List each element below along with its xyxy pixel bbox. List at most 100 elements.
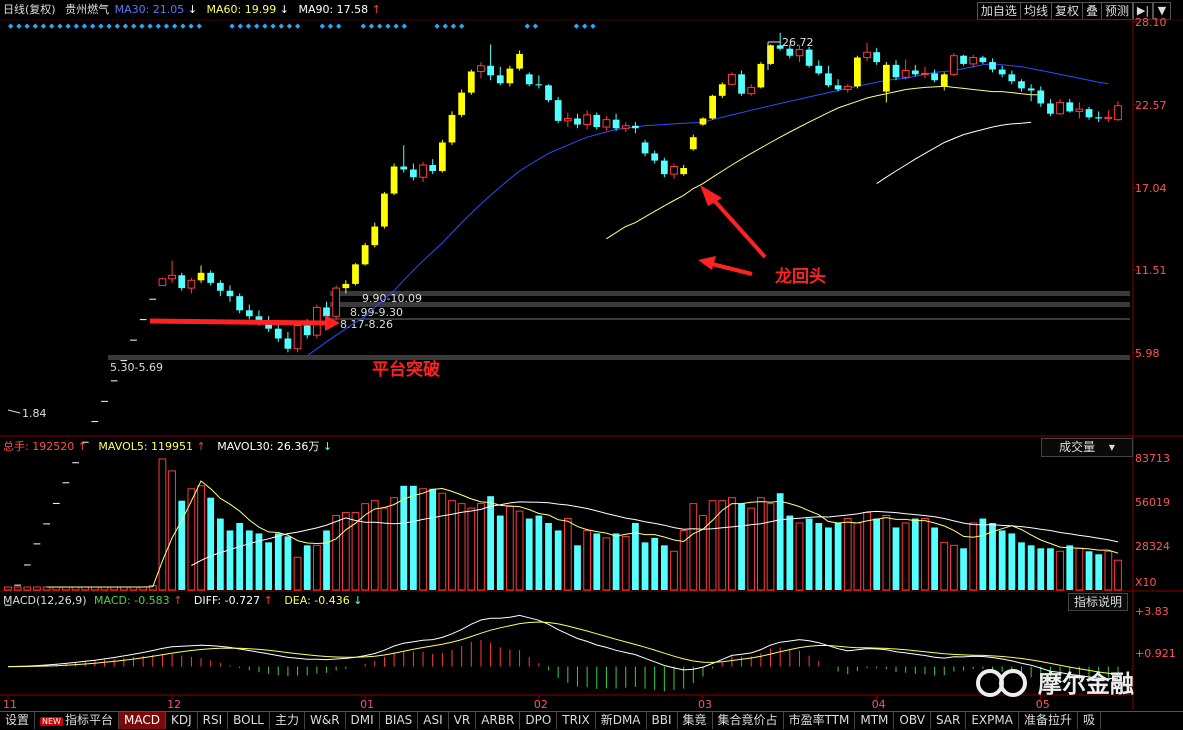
tab-21[interactable]: OBV xyxy=(894,712,931,729)
signal-diamond: ◆ xyxy=(238,22,244,30)
candle-body xyxy=(670,166,678,175)
indicator-help-button[interactable]: 指标说明 xyxy=(1068,593,1128,611)
candle-body xyxy=(342,283,350,289)
volume-bar xyxy=(226,530,234,590)
volume-bar xyxy=(168,470,176,591)
volume-bar xyxy=(1095,554,1103,590)
volume-bar xyxy=(341,512,350,591)
breakout-arrow xyxy=(149,318,326,326)
candle-body xyxy=(641,142,649,154)
signal-diamond: ◆ xyxy=(287,22,293,30)
tab-14[interactable]: TRIX xyxy=(557,712,596,729)
x-tick-label: 05 xyxy=(1036,698,1050,711)
signal-diamond: ◆ xyxy=(156,22,162,30)
volume-bar xyxy=(602,537,611,591)
volume-bar xyxy=(776,493,784,590)
candle-body xyxy=(487,65,494,76)
tab-2[interactable]: MACD xyxy=(118,712,166,729)
tab-label: EXPMA xyxy=(971,713,1013,727)
candle-body xyxy=(467,71,475,93)
tab-9[interactable]: BIAS xyxy=(380,712,419,729)
tab-23[interactable]: EXPMA xyxy=(966,712,1019,729)
volume-bar xyxy=(853,522,862,591)
tab-label: 主力 xyxy=(274,713,299,727)
volume-bar xyxy=(284,536,292,590)
candle-body xyxy=(989,62,996,70)
volume-bar xyxy=(1008,533,1016,590)
signal-diamond: ◆ xyxy=(74,22,80,30)
volume-bar xyxy=(621,535,630,591)
candle-body xyxy=(371,226,379,246)
tab-7[interactable]: W&R xyxy=(305,712,346,729)
tab-22[interactable]: SAR xyxy=(931,712,967,729)
volume-bar xyxy=(429,488,437,590)
candle-body xyxy=(931,73,938,81)
tab-3[interactable]: KDJ xyxy=(166,712,198,729)
tab-label: 新DMA xyxy=(600,713,641,727)
candle-body xyxy=(680,168,688,175)
volume-bar xyxy=(13,586,22,591)
volume-bar xyxy=(545,523,552,590)
x-tick-label: 12 xyxy=(167,698,181,711)
tab-6[interactable]: 主力 xyxy=(270,712,305,729)
volume-bar xyxy=(593,533,601,590)
x-tick-label: 11 xyxy=(3,698,17,711)
tab-label: BOLL xyxy=(233,713,264,727)
candle-body xyxy=(1066,102,1074,112)
volume-bar xyxy=(525,518,533,590)
tab-17[interactable]: 集竟 xyxy=(678,712,713,729)
volume-bar xyxy=(351,512,360,591)
candle-body xyxy=(950,55,958,75)
volume-bar xyxy=(1018,542,1025,590)
zone-label-3: 8.17-8.26 xyxy=(340,318,393,331)
signal-diamond: ◆ xyxy=(590,22,596,30)
zone-label-1: 9.90-10.09 xyxy=(362,292,422,305)
tab-8[interactable]: DMI xyxy=(346,712,380,729)
tab-label: OBV xyxy=(899,713,925,727)
tab-5[interactable]: BOLL xyxy=(228,712,270,729)
candle-body xyxy=(960,55,967,64)
candle-body xyxy=(728,73,736,85)
tab-1[interactable]: NEW 指标平台 xyxy=(35,712,119,729)
tab-4[interactable]: RSI xyxy=(198,712,229,729)
candle-body xyxy=(651,153,659,161)
signal-diamond: ◆ xyxy=(279,22,285,30)
tab-11[interactable]: VR xyxy=(449,712,477,729)
tab-16[interactable]: BBI xyxy=(647,712,678,729)
signal-diamond: ◆ xyxy=(336,22,342,30)
volume-bar xyxy=(583,529,592,591)
candle-body xyxy=(786,48,794,56)
signal-diamond: ◆ xyxy=(164,22,170,30)
tab-10[interactable]: ASI xyxy=(418,712,449,729)
tab-19[interactable]: 市盈率TTM xyxy=(784,712,856,729)
low-marker-line xyxy=(7,409,21,414)
signal-diamond: ◆ xyxy=(369,22,375,30)
tab-13[interactable]: DPO xyxy=(520,712,558,729)
tab-24[interactable]: 准备拉升 xyxy=(1019,712,1078,729)
tab-label: 集竟 xyxy=(682,713,707,727)
retrace-arrow-1 xyxy=(710,196,767,259)
tab-18[interactable]: 集合竟价占 xyxy=(713,712,784,729)
volume-bar xyxy=(1056,550,1064,591)
candle-body xyxy=(158,278,167,286)
volume-indicator-select[interactable]: 成交量 ▾ xyxy=(1041,438,1133,457)
tab-0[interactable]: 设置 xyxy=(0,712,36,729)
ma30-label: MA30: 21.05 ↓ xyxy=(114,3,198,16)
tab-15[interactable]: 新DMA xyxy=(596,712,647,729)
candle-body xyxy=(293,325,302,350)
retrace-arrow-2 xyxy=(711,262,753,276)
signal-diamond: ◆ xyxy=(123,22,129,30)
candle-body xyxy=(178,275,186,289)
candle-body xyxy=(998,69,1006,75)
tab-25[interactable]: 吸 xyxy=(1078,712,1101,729)
candle-body xyxy=(429,165,437,172)
volume-bar xyxy=(747,507,756,591)
candle-body xyxy=(516,53,523,69)
tab-20[interactable]: MTM xyxy=(855,712,895,729)
volume-bar xyxy=(361,503,370,591)
signal-diamond: ◆ xyxy=(328,22,334,30)
tab-12[interactable]: ARBR xyxy=(476,712,521,729)
period-label: 日线(复权) xyxy=(3,3,56,16)
volume-bar xyxy=(438,492,447,591)
volume-bar xyxy=(718,500,727,591)
